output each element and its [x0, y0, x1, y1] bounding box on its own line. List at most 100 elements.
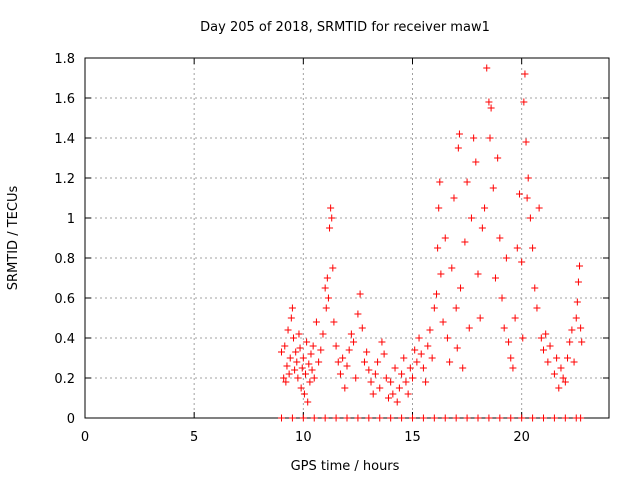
- data-point: [286, 354, 294, 362]
- data-point: [540, 346, 547, 354]
- data-point: [507, 354, 515, 362]
- data-point: [332, 342, 340, 350]
- data-point: [326, 224, 334, 232]
- data-point: [321, 284, 329, 292]
- data-point: [443, 334, 451, 342]
- data-point: [299, 354, 307, 362]
- data-point: [430, 304, 438, 312]
- data-point: [519, 334, 527, 342]
- data-point: [404, 390, 412, 398]
- data-point: [461, 238, 469, 246]
- data-point: [537, 334, 545, 342]
- data-point: [529, 244, 537, 252]
- data-point: [315, 358, 323, 366]
- data-point: [332, 414, 340, 422]
- data-point: [459, 364, 467, 372]
- data-point: [363, 348, 371, 356]
- data-point: [309, 342, 317, 350]
- data-point: [387, 378, 395, 386]
- data-point: [298, 364, 306, 372]
- data-point: [409, 414, 416, 422]
- data-point: [297, 384, 305, 392]
- data-point: [494, 154, 502, 162]
- data-point: [302, 370, 310, 378]
- data-point: [566, 338, 574, 346]
- data-point: [282, 378, 290, 386]
- data-point: [419, 414, 427, 422]
- data-point: [328, 214, 336, 222]
- data-point: [496, 234, 504, 242]
- data-point: [287, 314, 295, 322]
- data-point: [467, 214, 475, 222]
- data-point: [310, 414, 318, 422]
- data-point: [455, 130, 463, 138]
- data-point: [329, 264, 337, 272]
- data-point: [561, 414, 569, 422]
- data-point: [317, 346, 325, 354]
- data-point: [533, 304, 541, 312]
- data-point: [300, 390, 308, 398]
- data-point: [498, 294, 506, 302]
- data-point: [435, 204, 443, 212]
- data-point: [391, 364, 399, 372]
- data-point: [322, 304, 330, 312]
- y-tick-label: 1.2: [54, 172, 75, 187]
- data-point: [384, 394, 392, 402]
- x-tick-label: 10: [295, 430, 312, 445]
- data-point: [319, 330, 327, 338]
- data-point: [428, 354, 436, 362]
- data-point: [422, 378, 430, 386]
- data-point: [491, 274, 499, 282]
- data-point: [486, 134, 494, 142]
- data-point: [489, 184, 497, 192]
- data-point: [540, 414, 547, 422]
- y-tick-label: 1.6: [54, 92, 75, 107]
- data-point: [559, 374, 567, 382]
- data-point: [515, 190, 523, 198]
- data-point: [303, 338, 311, 346]
- data-point: [334, 358, 342, 366]
- data-point: [323, 274, 331, 282]
- data-point: [457, 284, 465, 292]
- data-point: [450, 194, 458, 202]
- data-point: [478, 224, 486, 232]
- data-point: [522, 138, 530, 146]
- data-point: [441, 414, 449, 422]
- data-point: [570, 358, 578, 366]
- data-point: [446, 358, 454, 366]
- data-point: [292, 348, 300, 356]
- data-point: [278, 414, 285, 422]
- data-point: [389, 390, 397, 398]
- data-point: [542, 330, 550, 338]
- data-point: [524, 174, 532, 182]
- y-axis-label: SRMTID / TECUs: [6, 186, 21, 291]
- data-point: [406, 364, 414, 372]
- data-point: [507, 414, 515, 422]
- data-point: [441, 234, 449, 242]
- data-point: [367, 378, 375, 386]
- data-point: [465, 324, 473, 332]
- data-point: [578, 338, 586, 346]
- y-tick-label: 0.2: [54, 372, 75, 387]
- y-tick-label: 1.4: [54, 132, 75, 147]
- data-point: [402, 378, 410, 386]
- data-point: [312, 318, 320, 326]
- data-point: [411, 346, 419, 354]
- data-point: [487, 104, 495, 112]
- data-point: [433, 290, 441, 298]
- x-tick-label: 20: [513, 430, 530, 445]
- data-point: [347, 330, 355, 338]
- data-point: [557, 364, 565, 372]
- data-point: [500, 324, 508, 332]
- data-point: [387, 414, 395, 422]
- data-point: [561, 378, 569, 386]
- data-point: [376, 414, 384, 422]
- data-point: [400, 354, 408, 362]
- data-point: [281, 342, 289, 350]
- data-point: [481, 204, 489, 212]
- chart-title: Day 205 of 2018, SRMTID for receiver maw…: [200, 20, 490, 35]
- data-point: [365, 366, 373, 374]
- data-point: [574, 278, 582, 286]
